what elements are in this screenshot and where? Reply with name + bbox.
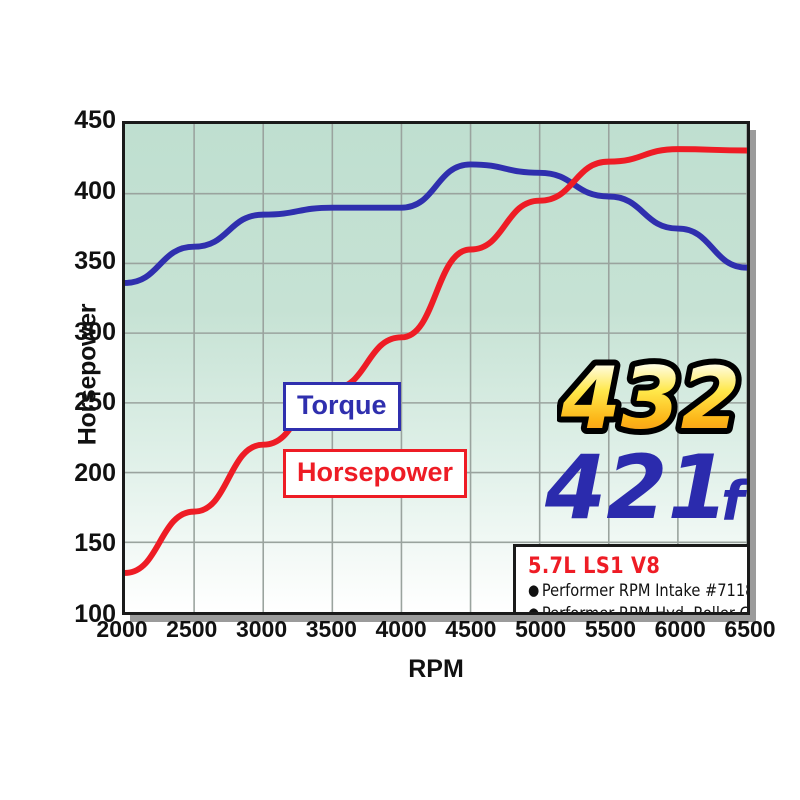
y-axis-tick-label: 400: [74, 176, 116, 205]
spec-box-item: ● Performer RPM Intake #71187: [528, 580, 750, 603]
spec-box-list: ● Performer RPM Intake #71187 ● Performer R…: [528, 580, 750, 615]
x-axis-tick-label: 5500: [584, 616, 637, 642]
svg-text:421: 421: [545, 442, 729, 532]
series-line-torque: [125, 161, 747, 286]
series-callout-torque: Torque: [283, 382, 401, 431]
y-axis-tick-label: 200: [74, 458, 116, 487]
y-axis-tick-label: 100: [74, 600, 116, 628]
x-axis-tick-label: 6000: [654, 616, 706, 642]
y-axis-tick-label: 250: [74, 388, 116, 417]
y-axis-tick-label: 150: [74, 529, 116, 558]
plot-frame: Torque Horsepower 432 HP 432 HP: [122, 121, 750, 615]
y-axis-tick-label: 350: [74, 247, 116, 276]
svg-text:432 HP: 432 HP: [560, 352, 750, 444]
svg-text:432 HP: 432 HP: [560, 352, 750, 444]
x-axis-tick-label: 4000: [375, 616, 427, 642]
x-axis-tick-label: 3000: [235, 616, 288, 642]
plot-area: [125, 124, 747, 612]
y-axis-tick-label: 450: [74, 106, 116, 134]
spec-box-item-label: Performer RPM Hyd. Roller Cam #2215: [541, 603, 750, 615]
x-axis-tick-label: 6500: [724, 616, 776, 642]
x-axis-tick-label: 2000: [96, 616, 148, 642]
series-line-horsepower: [125, 146, 747, 576]
x-axis-title: RPM: [408, 655, 464, 683]
y-axis-tick-label: 300: [74, 317, 116, 346]
headline-horsepower: 432 HP 432 HP: [557, 352, 750, 444]
spec-box-item: ●Performer RPM Hyd. Roller Cam #2215: [528, 603, 750, 615]
headline-torque: 421 ft-lbs: [545, 442, 750, 532]
x-axis-tick-label: 3500: [305, 616, 357, 642]
spec-box-item-label: Performer RPM Intake #71187: [541, 581, 750, 602]
x-axis-tick-label: 2500: [166, 616, 218, 642]
x-axis-tick-label: 4500: [445, 616, 497, 642]
series-callout-horsepower: Horsepower: [283, 449, 468, 498]
spec-box: 5.7L LS1 V8 ● Performer RPM Intake #71187…: [513, 544, 750, 615]
bullet-icon: ●: [528, 581, 540, 600]
y-axis-tick-labels: 100 150 200 250 300 350 400 450: [34, 0, 116, 800]
svg-text:ft-lbs: ft-lbs: [721, 470, 750, 532]
bullet-icon: ●: [528, 603, 540, 615]
gridlines: [125, 124, 747, 612]
x-axis-tick-label: 5000: [515, 616, 567, 642]
spec-box-title: 5.7L LS1 V8: [528, 554, 661, 579]
x-axis-tick-labels: 2000 2500 3000 3500 4000 4500 5000 5500 6000 6500: [0, 618, 800, 652]
